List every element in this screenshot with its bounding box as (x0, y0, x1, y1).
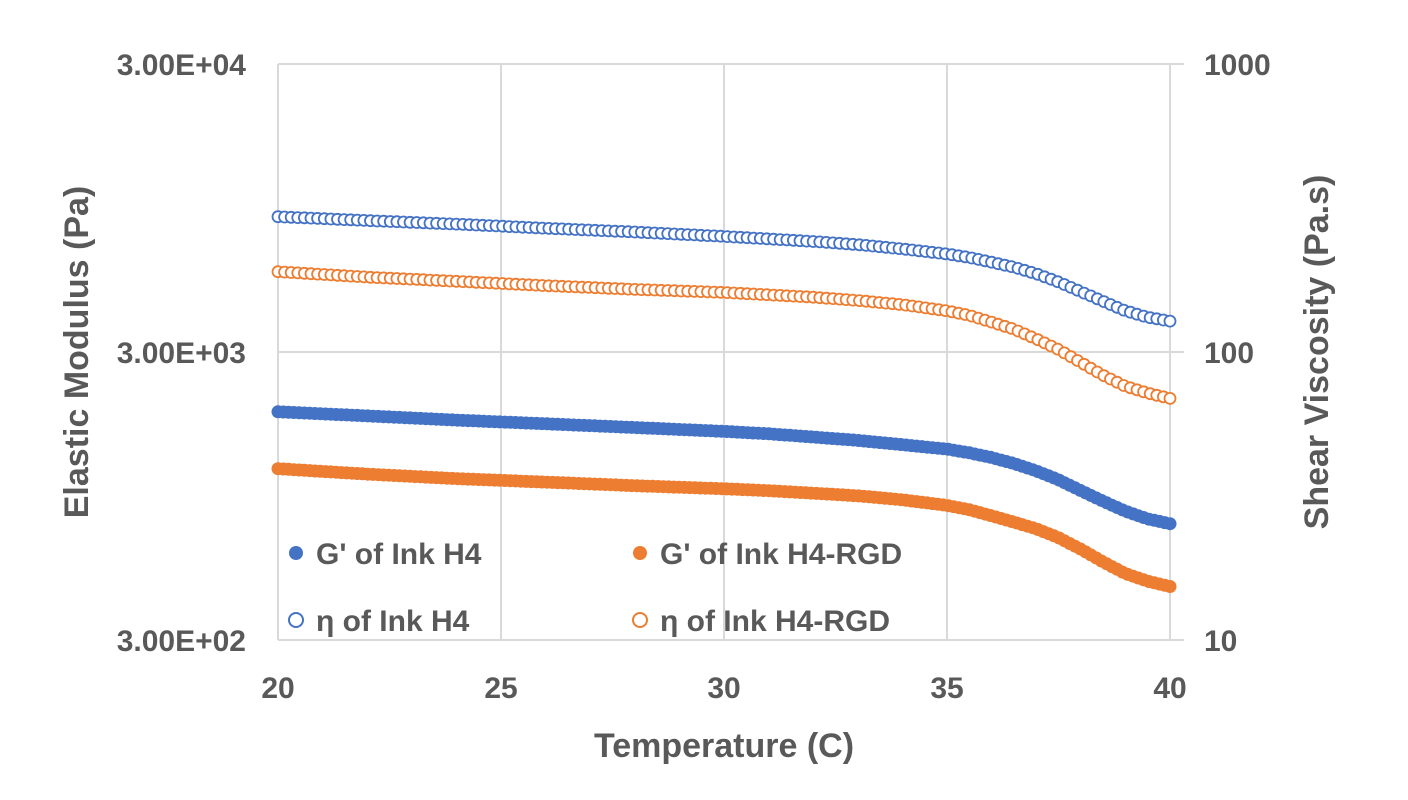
y-tick-label: 3.00E+02 (117, 625, 246, 658)
x-tick-label: 35 (930, 672, 963, 705)
legend-marker (289, 546, 303, 560)
legend-item: η of Ink H4-RGD (632, 605, 890, 638)
series-η of Ink H4 (271, 210, 1177, 328)
x-tick-label: 30 (707, 672, 740, 705)
data-point (1163, 517, 1177, 531)
plot-marks (271, 210, 1177, 593)
x-tick-label: 25 (484, 672, 517, 705)
legend-item: η of Ink H4 (288, 605, 470, 638)
legend-label: η of Ink H4-RGD (660, 605, 890, 638)
legend-item: G' of Ink H4 (289, 538, 482, 571)
legend-item: G' of Ink H4-RGD (633, 538, 902, 571)
y-axis-title: Elastic Modulus (Pa) (58, 186, 96, 519)
y-tick-label: 3.00E+03 (117, 337, 246, 370)
series-G' of Ink H4-RGD (271, 462, 1177, 593)
data-point (1163, 580, 1177, 593)
legend-marker (288, 612, 304, 628)
legend-label: G' of Ink H4-RGD (660, 538, 902, 571)
series-η of Ink H4-RGD (271, 265, 1177, 405)
y2-tick-label: 1000 (1204, 49, 1271, 82)
grid (277, 63, 1184, 641)
y-tick-label: 3.00E+04 (117, 49, 247, 82)
y2-tick-label: 10 (1204, 625, 1237, 658)
y2-tick-label: 100 (1204, 337, 1254, 370)
legend-label: G' of Ink H4 (316, 538, 482, 571)
legend-marker (633, 546, 647, 560)
legend-marker (632, 612, 648, 628)
legend-label: η of Ink H4 (316, 605, 470, 638)
x-tick-label: 20 (261, 672, 294, 705)
tick-labels: 20 25 30 35 40 3.00E+04 1000 3.00E+03 100 3.00E+0… (117, 49, 1271, 705)
legend: G' of Ink H4 G' of Ink H4-RGD η of Ink H4 η… (288, 538, 902, 638)
y2-axis-title: Shear Viscosity (Pa.s) (1298, 175, 1336, 530)
data-point (1163, 391, 1177, 405)
data-point (1163, 314, 1177, 328)
x-tick-label: 40 (1153, 672, 1186, 705)
x-axis-title: Temperature (C) (594, 727, 854, 765)
series-G' of Ink H4 (271, 405, 1177, 531)
